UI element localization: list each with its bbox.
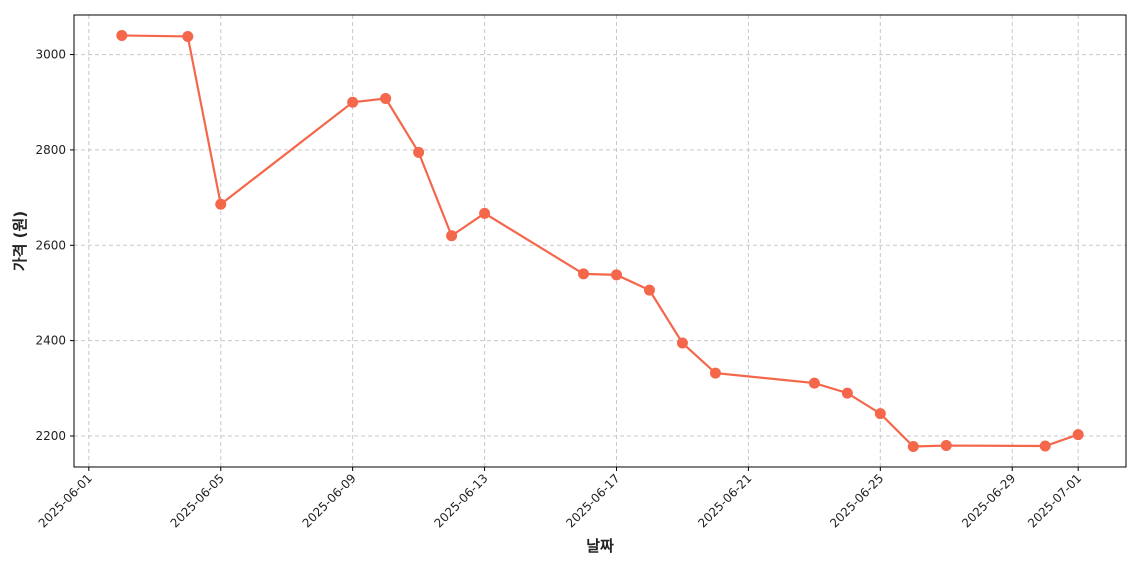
point [479, 207, 491, 219]
x-tick-label: 2025-06-29 [959, 471, 1018, 530]
x-tick-label: 2025-06-09 [300, 471, 359, 530]
point [413, 146, 425, 158]
point [116, 30, 128, 42]
point [676, 337, 688, 349]
y-tick-label: 2600 [35, 238, 66, 252]
x-tick-label: 2025-06-13 [431, 471, 490, 530]
y-tick-label: 2400 [35, 334, 66, 348]
x-tick-label: 2025-07-01 [1025, 471, 1084, 530]
y-tick-label: 2800 [35, 143, 66, 157]
y-tick-label: 2200 [35, 429, 66, 443]
x-tick-label: 2025-06-17 [563, 471, 622, 530]
y-axis-label: 가격 (원) [11, 211, 29, 271]
line [121, 34, 1079, 448]
point [709, 367, 721, 379]
point [643, 284, 655, 296]
point [1072, 429, 1084, 441]
x-tick-label: 2025-06-05 [168, 471, 227, 530]
y-tick-label: 3000 [35, 48, 66, 62]
x-axis-label: 날짜 [586, 537, 614, 555]
point [380, 92, 392, 104]
x-tick-label: 2025-06-25 [827, 471, 886, 530]
point [940, 440, 952, 452]
point [610, 269, 622, 281]
point [1039, 440, 1051, 452]
point [182, 30, 194, 42]
x-tick-label: 2025-06-21 [695, 471, 754, 530]
point [215, 198, 227, 210]
point [841, 387, 853, 399]
point [446, 230, 458, 242]
plot-frame [73, 14, 1127, 468]
point [907, 440, 919, 452]
point [874, 408, 886, 420]
x-tick-label: 2025-06-01 [36, 471, 95, 530]
point [578, 268, 590, 280]
point [347, 96, 359, 108]
point [808, 377, 820, 389]
